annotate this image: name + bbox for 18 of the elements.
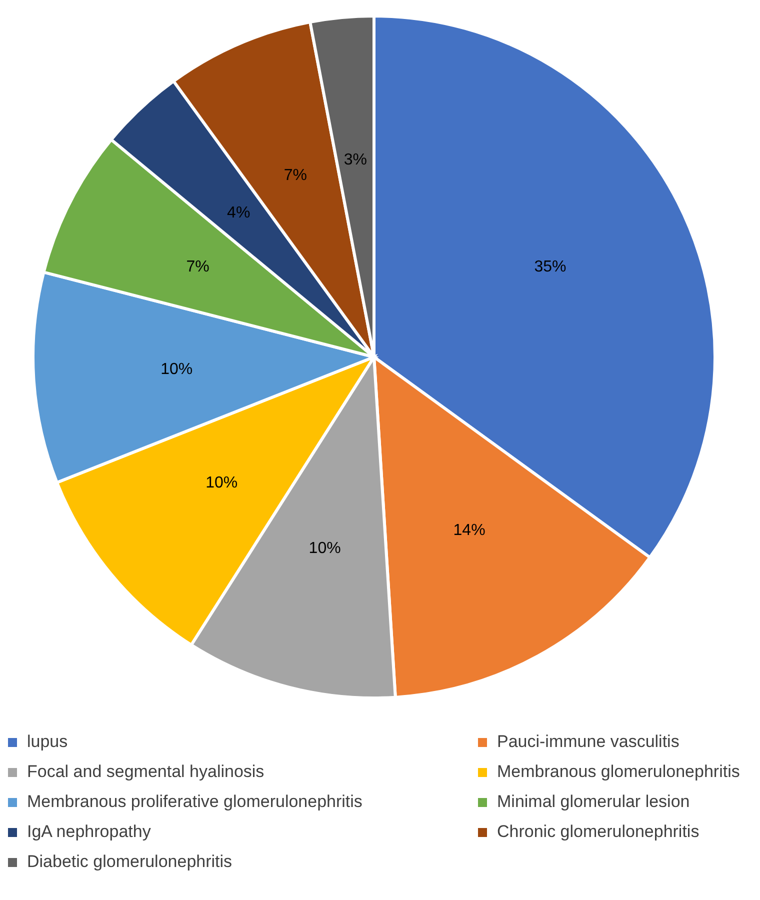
legend-label: IgA nephropathy xyxy=(27,822,151,842)
data-label: 10% xyxy=(160,360,193,378)
legend-label: Membranous glomerulonephritis xyxy=(497,762,740,782)
legend-label: Focal and segmental hyalinosis xyxy=(27,762,264,782)
legend-label: Membranous proliferative glomerulonephritis xyxy=(27,792,362,812)
legend-label: Diabetic glomerulonephritis xyxy=(27,852,232,872)
data-label: 7% xyxy=(284,166,308,184)
data-label: 4% xyxy=(227,204,250,222)
legend-label: Pauci-immune vasculitis xyxy=(497,732,680,752)
data-label: 7% xyxy=(186,258,210,276)
data-label: 3% xyxy=(344,152,367,169)
legend-label: Minimal glomerular lesion xyxy=(497,792,690,812)
data-label: 35% xyxy=(534,258,566,276)
data-label: 10% xyxy=(206,474,238,492)
data-label: 14% xyxy=(453,522,486,539)
data-label: 10% xyxy=(308,540,341,558)
legend-label: lupus xyxy=(27,732,68,752)
legend-label: Chronic glomerulonephritis xyxy=(497,822,700,842)
